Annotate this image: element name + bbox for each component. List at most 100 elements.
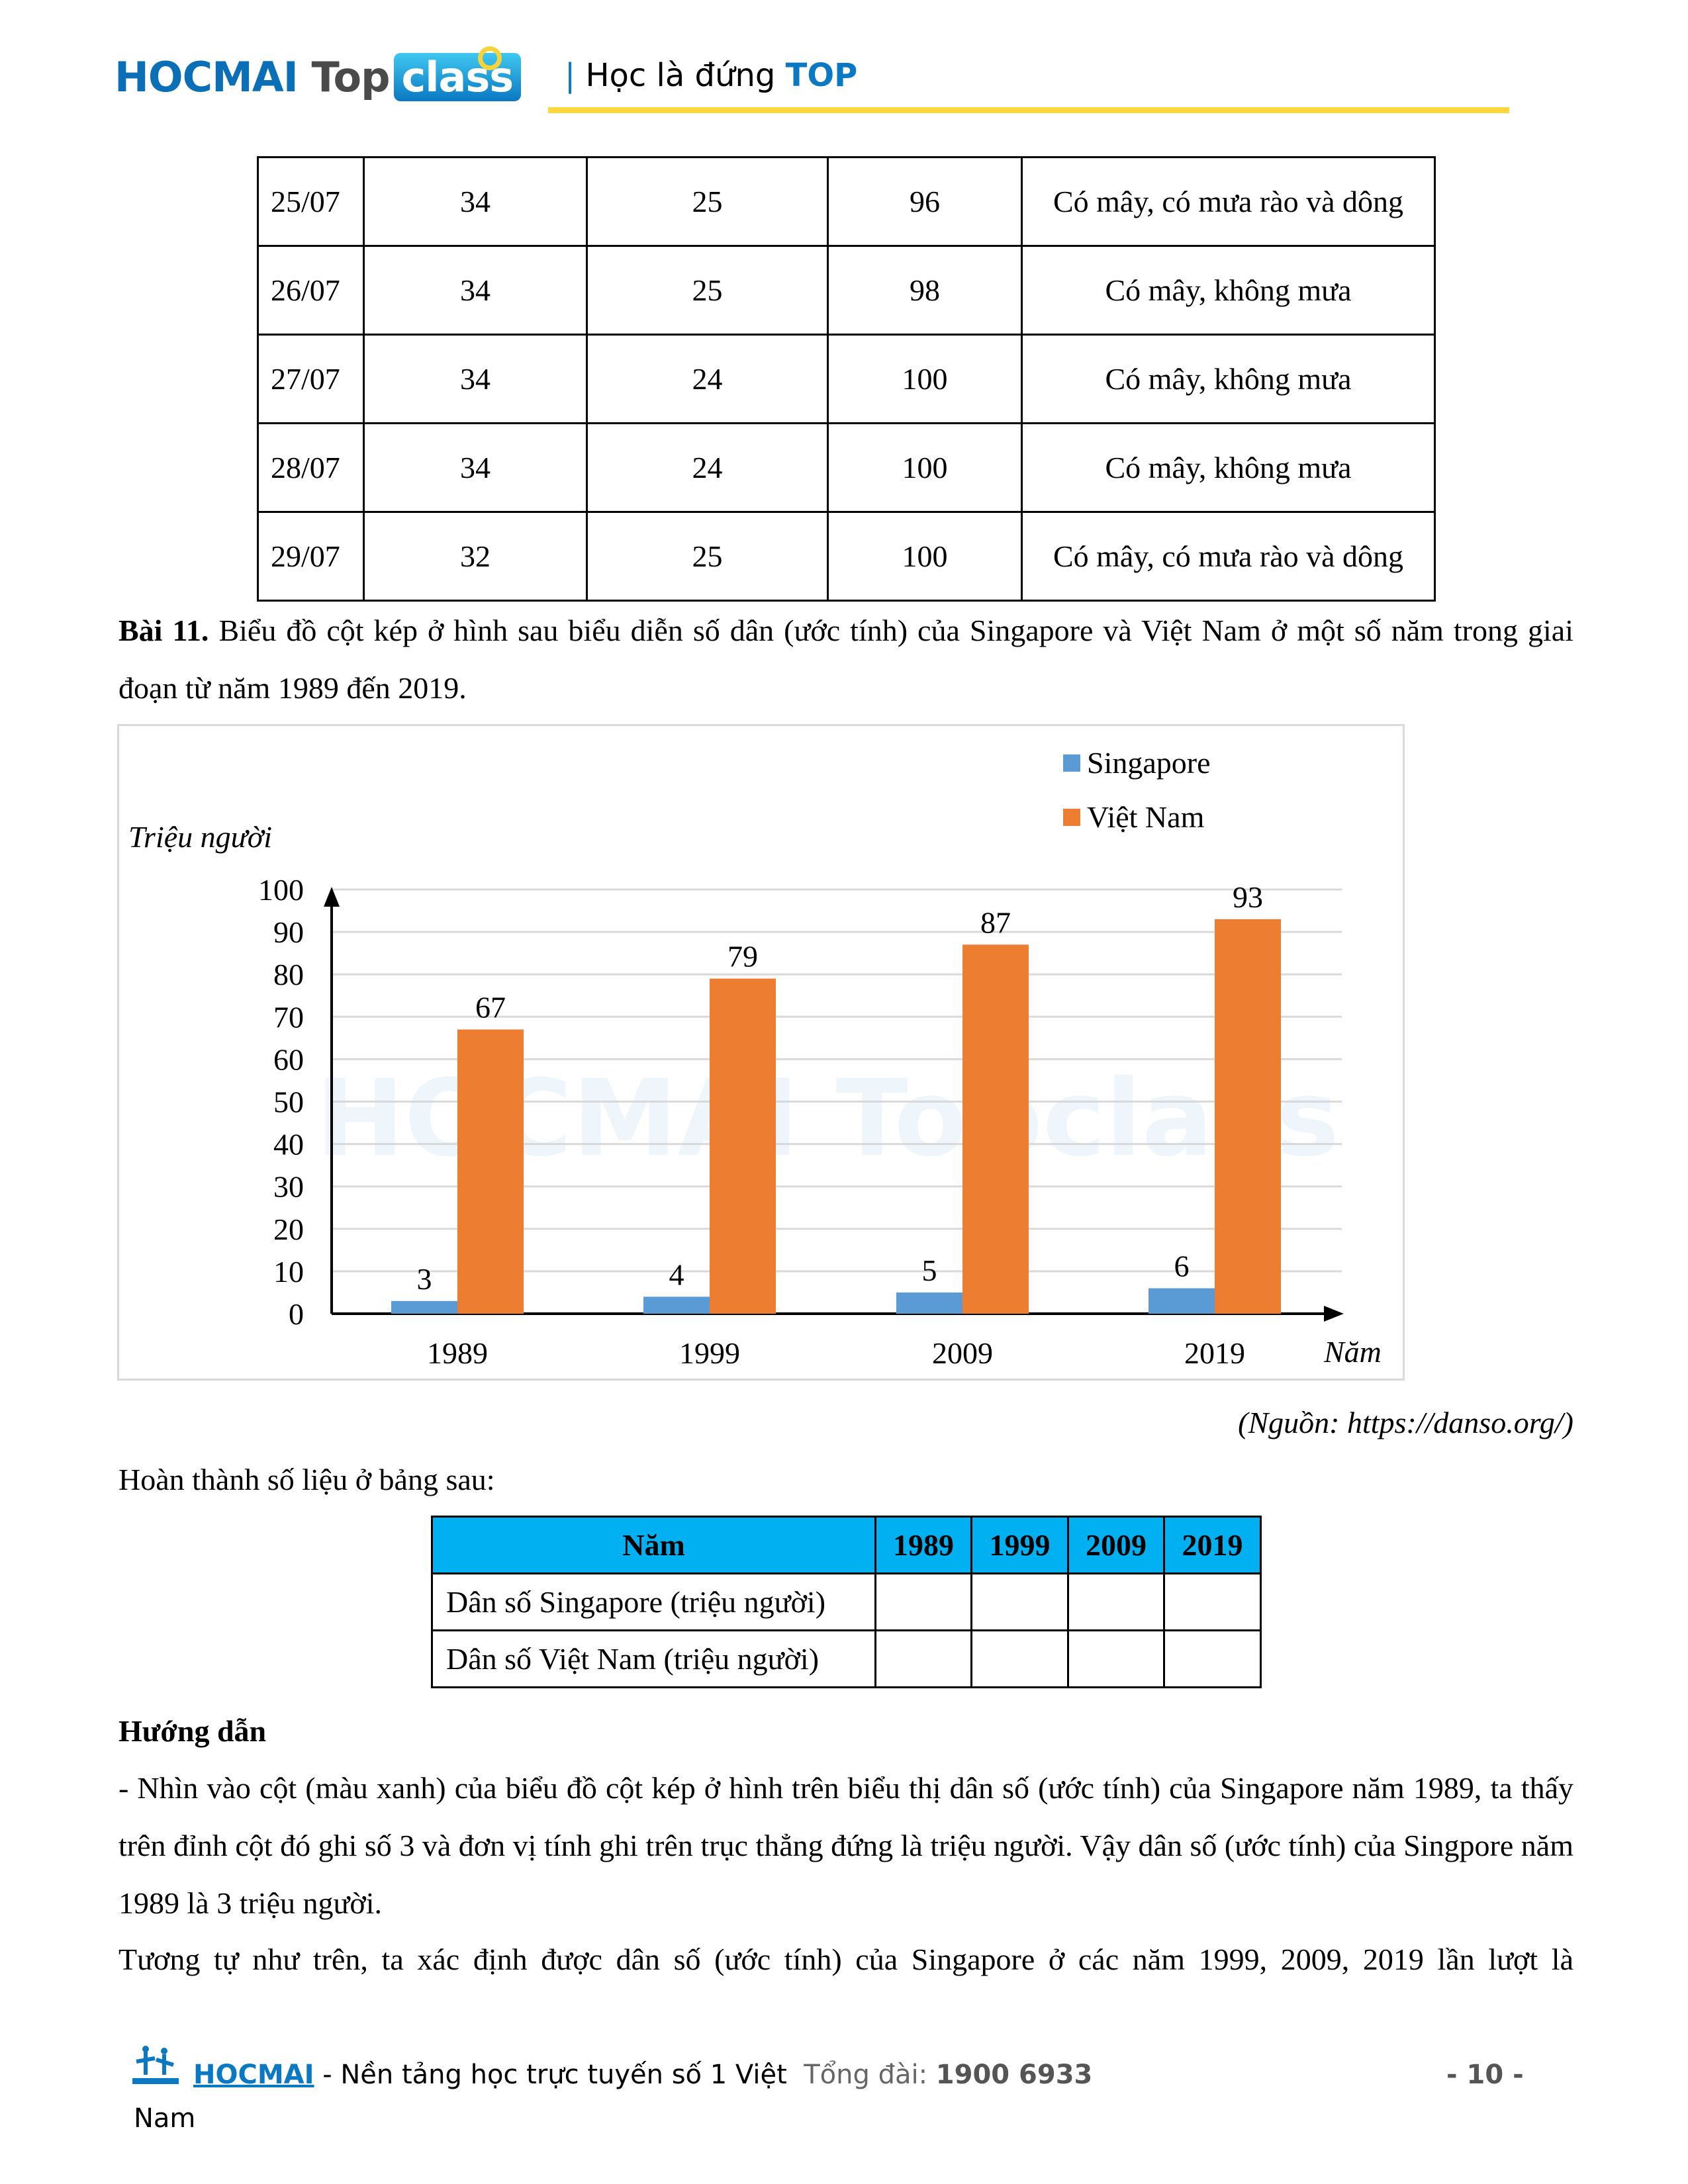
bar-vietnam xyxy=(710,978,776,1314)
table-row: Dân số Việt Nam (triệu người) xyxy=(431,1629,1262,1688)
y-tick-label: 50 xyxy=(273,1085,304,1119)
y-tick-label: 60 xyxy=(273,1042,304,1076)
table-cell: 32 xyxy=(363,511,588,602)
chart-frame xyxy=(117,724,1405,1381)
x-tick-label: 2009 xyxy=(932,1336,993,1370)
table-header-cell: 1999 xyxy=(970,1516,1069,1574)
data-label: 93 xyxy=(1233,880,1263,914)
exercise-body: Biểu đồ cột kép ở hình sau biểu diễn số … xyxy=(118,614,1573,705)
bar-singapore xyxy=(643,1297,710,1314)
data-label: 67 xyxy=(475,991,506,1024)
table-cell: Có mây, không mưa xyxy=(1021,334,1436,424)
y-axis-arrow-icon xyxy=(324,887,340,907)
bar-chart: HOCMAI Topclass0102030405060708090100198… xyxy=(128,746,1382,1370)
legend-swatch-singapore xyxy=(1063,754,1080,772)
x-axis-title: Năm xyxy=(1323,1335,1382,1369)
table-cell: 28/07 xyxy=(257,422,365,513)
table-cell: 100 xyxy=(827,511,1023,602)
footer-hotline: 1900 6933 xyxy=(935,2060,1093,2090)
bar-vietnam xyxy=(962,944,1029,1314)
gear-icon xyxy=(478,46,502,70)
x-tick-label: 1989 xyxy=(427,1336,488,1370)
legend-swatch-vietnam xyxy=(1063,809,1080,826)
instruction-text: Hoàn thành số liệu ở bảng sau: xyxy=(118,1463,495,1496)
blank-answer-cell[interactable] xyxy=(874,1572,972,1631)
table-cell: 100 xyxy=(827,334,1023,424)
table-cell: Có mây, không mưa xyxy=(1021,245,1436,336)
bar-singapore xyxy=(391,1300,457,1314)
data-label: 4 xyxy=(669,1257,684,1291)
row-label: Dân số Singapore (triệu người) xyxy=(431,1572,876,1631)
table-row: 26/07 34 25 98 Có mây, không mưa xyxy=(257,245,1436,336)
y-axis-title: Triệu người xyxy=(128,820,272,854)
tagline-text: Học là đứng xyxy=(585,57,786,94)
guide-paragraph-2: Tương tự như trên, ta xác định được dân … xyxy=(118,1942,1573,1976)
logo-top: Top xyxy=(311,53,390,101)
data-label: 6 xyxy=(1174,1250,1190,1283)
header-divider xyxy=(548,107,1509,113)
table-cell: 26/07 xyxy=(257,245,365,336)
table-cell: Có mây, có mưa rào và dông xyxy=(1021,156,1436,247)
logo-hocmai: HOCMAI xyxy=(115,53,299,101)
table-row: Dân số Singapore (triệu người) xyxy=(431,1572,1262,1631)
table-header-cell: Năm xyxy=(431,1516,876,1574)
table-cell: 34 xyxy=(363,245,588,336)
tagline-bar: | xyxy=(565,57,576,94)
table-row: 29/07 32 25 100 Có mây, có mưa rào và dông xyxy=(257,511,1436,602)
data-label: 3 xyxy=(417,1262,432,1296)
bar-singapore xyxy=(1149,1288,1215,1314)
y-tick-label: 0 xyxy=(289,1297,304,1331)
footer-hotline-label: Tổng đài: xyxy=(804,2060,936,2090)
table-cell: 96 xyxy=(827,156,1023,247)
y-tick-label: 70 xyxy=(273,1000,304,1034)
fill-table: Năm 1989 1999 2009 2019 Dân số Singapore (tri… xyxy=(431,1516,1262,1688)
blank-answer-cell[interactable] xyxy=(1163,1572,1262,1631)
footer-tagline: - Nền tảng học trực tuyến số 1 Việt xyxy=(314,2060,787,2090)
blank-answer-cell[interactable] xyxy=(1067,1572,1165,1631)
table-cell: 25/07 xyxy=(257,156,365,247)
table-header-cell: 2009 xyxy=(1067,1516,1165,1574)
x-axis-arrow-icon xyxy=(1324,1306,1344,1322)
bar-vietnam xyxy=(457,1029,524,1314)
footer-tagline-cont: Nam xyxy=(134,2103,196,2134)
hocmai-people-icon xyxy=(132,2045,179,2085)
y-tick-label: 40 xyxy=(273,1128,304,1161)
table-cell: 25 xyxy=(586,156,829,247)
weather-table: 25/07 34 25 96 Có mây, có mưa rào và dông 26/… xyxy=(257,156,1436,602)
table-cell: 24 xyxy=(586,422,829,513)
table-cell: 29/07 xyxy=(257,511,365,602)
exercise-label: Bài 11. xyxy=(118,614,209,647)
data-label: 79 xyxy=(727,940,758,974)
row-label: Dân số Việt Nam (triệu người) xyxy=(431,1629,876,1688)
guide-paragraph-1: - Nhìn vào cột (màu xanh) của biểu đồ cộ… xyxy=(118,1771,1573,1920)
y-tick-label: 10 xyxy=(273,1255,304,1289)
table-cell: 25 xyxy=(586,511,829,602)
table-cell: Có mây, có mưa rào và dông xyxy=(1021,511,1436,602)
data-label: 5 xyxy=(922,1253,937,1287)
table-cell: 34 xyxy=(363,422,588,513)
y-tick-label: 90 xyxy=(273,915,304,949)
footer-brand-link[interactable]: HOCMAI xyxy=(193,2060,314,2090)
table-cell: 24 xyxy=(586,334,829,424)
blank-answer-cell[interactable] xyxy=(1163,1629,1262,1688)
y-tick-label: 20 xyxy=(273,1212,304,1246)
table-cell: 34 xyxy=(363,334,588,424)
tagline-top: TOP xyxy=(785,57,858,94)
blank-answer-cell[interactable] xyxy=(1067,1629,1165,1688)
table-header-row: Năm 1989 1999 2009 2019 xyxy=(431,1516,1262,1574)
guide-title: Hướng dẫn xyxy=(118,1714,267,1748)
table-cell: 34 xyxy=(363,156,588,247)
table-cell: 98 xyxy=(827,245,1023,336)
legend-label: Việt Nam xyxy=(1087,800,1205,834)
table-row: 27/07 34 24 100 Có mây, không mưa xyxy=(257,334,1436,424)
table-cell: Có mây, không mưa xyxy=(1021,422,1436,513)
table-row: 25/07 34 25 96 Có mây, có mưa rào và dông xyxy=(257,156,1436,247)
legend-label: Singapore xyxy=(1087,746,1211,780)
x-tick-label: 1999 xyxy=(679,1336,740,1370)
blank-answer-cell[interactable] xyxy=(970,1629,1069,1688)
blank-answer-cell[interactable] xyxy=(970,1572,1069,1631)
blank-answer-cell[interactable] xyxy=(874,1629,972,1688)
exercise-text: Bài 11. Biểu đồ cột kép ở hình sau biểu … xyxy=(118,602,1573,717)
bar-singapore xyxy=(896,1292,962,1314)
table-cell: 27/07 xyxy=(257,334,365,424)
